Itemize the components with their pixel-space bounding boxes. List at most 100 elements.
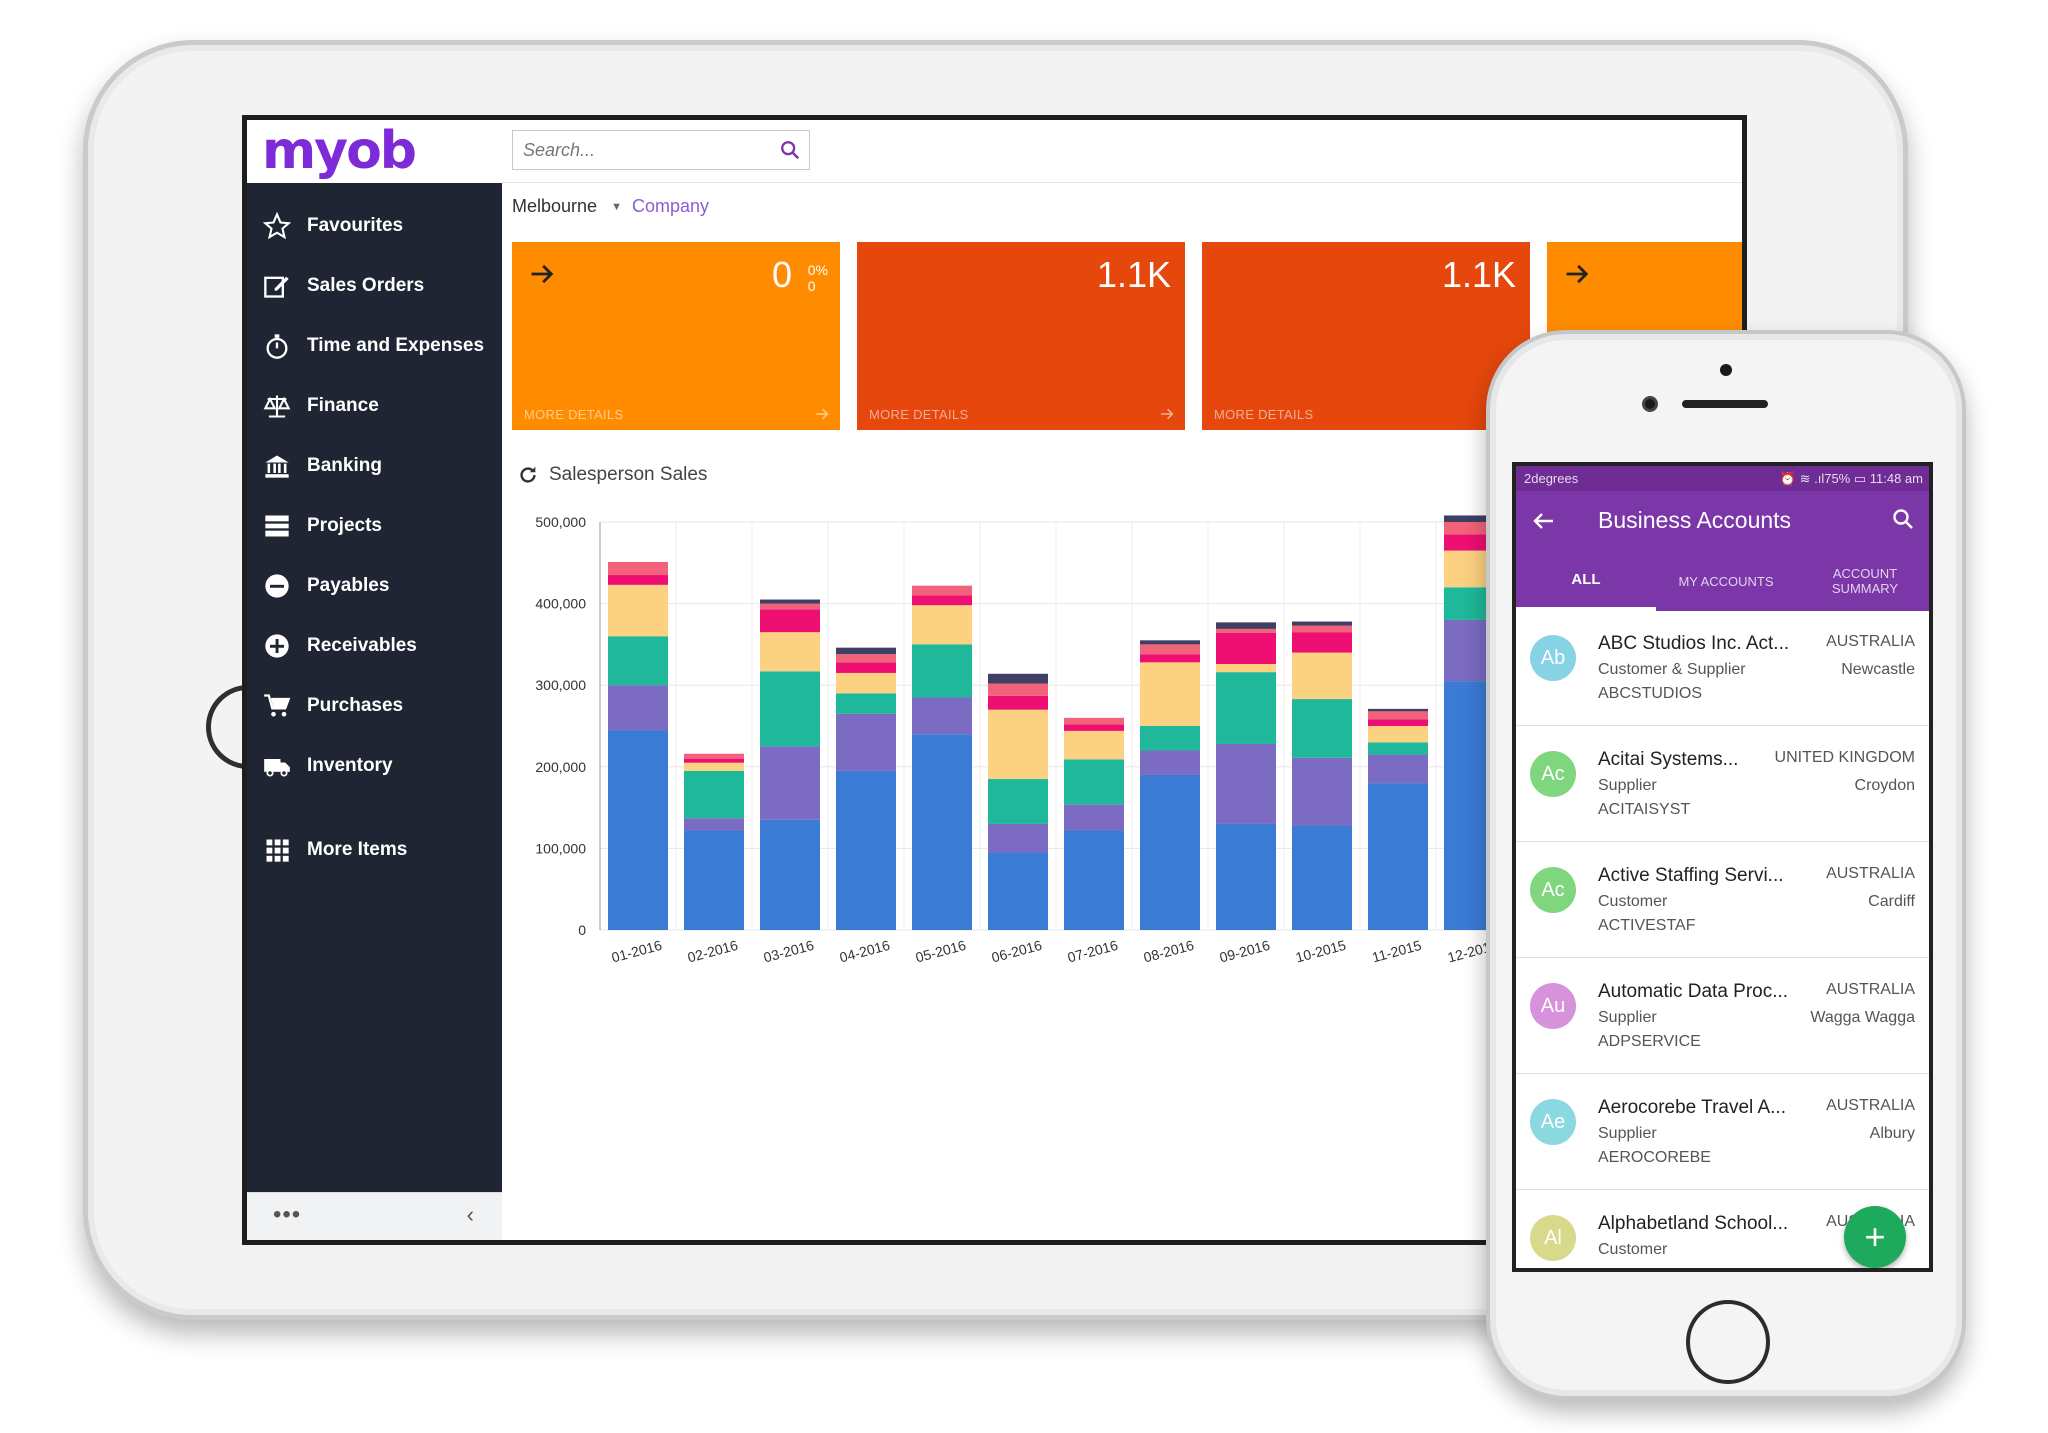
chevron-down-icon[interactable]: ▼ xyxy=(611,201,622,213)
bar-segment[interactable] xyxy=(988,695,1048,710)
bar-segment[interactable] xyxy=(836,693,896,714)
sidebar-item-banking[interactable]: Banking xyxy=(247,438,502,494)
bar-segment[interactable] xyxy=(1216,823,1276,930)
bar-segment[interactable] xyxy=(1064,759,1124,805)
bar-segment[interactable] xyxy=(912,697,972,735)
sidebar-item-receivables[interactable]: Receivables xyxy=(247,618,502,674)
tab-all[interactable]: ALL xyxy=(1516,551,1656,611)
kpi-tile-3[interactable]: 1.1K MORE DETAILS xyxy=(1202,242,1530,430)
bar-segment[interactable] xyxy=(760,603,820,610)
collapse-sidebar-icon[interactable]: ‹ xyxy=(466,1202,474,1227)
bar-segment[interactable] xyxy=(1292,757,1352,826)
arrow-right-icon[interactable] xyxy=(1159,406,1175,422)
kpi-tile-2[interactable]: 1.1K MORE DETAILS xyxy=(857,242,1185,430)
bar-segment[interactable] xyxy=(1292,699,1352,758)
account-row[interactable]: Ab ABC Studios Inc. Act... Customer & Supp… xyxy=(1516,611,1929,726)
account-row[interactable]: Au Automatic Data Proc... Supplier ADPSERVI… xyxy=(1516,959,1929,1074)
bar-segment[interactable] xyxy=(1064,730,1124,760)
bar-segment[interactable] xyxy=(1368,754,1428,784)
back-arrow-icon[interactable] xyxy=(1532,509,1556,533)
bar-segment[interactable] xyxy=(1368,742,1428,755)
sidebar-item-payables[interactable]: Payables xyxy=(247,558,502,614)
company-link[interactable]: Company xyxy=(631,196,709,216)
bar-segment[interactable] xyxy=(1368,783,1428,930)
more-options-icon[interactable]: ••• xyxy=(273,1201,302,1228)
bar-segment[interactable] xyxy=(608,575,668,585)
bar-segment[interactable] xyxy=(988,709,1048,780)
bar-segment[interactable] xyxy=(1292,652,1352,700)
bar-segment[interactable] xyxy=(1216,672,1276,744)
bar-segment[interactable] xyxy=(912,734,972,930)
bar-segment[interactable] xyxy=(1368,726,1428,743)
bar-segment[interactable] xyxy=(760,746,820,820)
bar-segment[interactable] xyxy=(684,762,744,771)
bar-segment[interactable] xyxy=(1216,663,1276,673)
bar-segment[interactable] xyxy=(988,683,1048,696)
bar-segment[interactable] xyxy=(1140,750,1200,775)
bar-segment[interactable] xyxy=(608,636,668,686)
account-row[interactable]: Ac Active Staffing Servi... Customer ACTIVE… xyxy=(1516,843,1929,958)
tab-account-summary[interactable]: ACCOUNT SUMMARY xyxy=(1795,551,1929,611)
bar-segment[interactable] xyxy=(988,823,1048,853)
arrow-right-icon[interactable] xyxy=(1563,260,1591,288)
bar-segment[interactable] xyxy=(836,662,896,673)
add-account-button[interactable]: + xyxy=(1844,1206,1906,1268)
bar-segment[interactable] xyxy=(1292,632,1352,653)
search-input[interactable]: Search... xyxy=(512,130,810,170)
search-icon[interactable] xyxy=(779,139,801,161)
refresh-icon[interactable] xyxy=(517,464,539,486)
sidebar-item-time-and-expenses[interactable]: Time and Expenses xyxy=(247,318,502,374)
bar-segment[interactable] xyxy=(684,770,744,819)
bar-segment[interactable] xyxy=(1216,743,1276,824)
bar-segment[interactable] xyxy=(1292,825,1352,930)
bar-segment[interactable] xyxy=(912,585,972,596)
arrow-right-icon[interactable] xyxy=(814,406,830,422)
bar-segment[interactable] xyxy=(1216,632,1276,664)
account-row[interactable]: Ac Acitai Systems... Supplier ACITAISYST UNI… xyxy=(1516,727,1929,842)
bar-segment[interactable] xyxy=(1064,830,1124,930)
bar-segment[interactable] xyxy=(1064,804,1124,831)
bar-segment[interactable] xyxy=(1444,515,1504,522)
arrow-right-icon[interactable] xyxy=(528,260,556,288)
branch-selector[interactable]: Melbourne xyxy=(512,196,598,216)
bar-segment[interactable] xyxy=(684,753,744,759)
bar-segment[interactable] xyxy=(836,647,896,655)
bar-segment[interactable] xyxy=(1368,711,1428,720)
bar-segment[interactable] xyxy=(1140,640,1200,645)
sidebar-item-favourites[interactable]: Favourites xyxy=(247,198,502,254)
search-icon[interactable] xyxy=(1891,507,1915,531)
bar-segment[interactable] xyxy=(836,672,896,694)
bar-segment[interactable] xyxy=(608,584,668,637)
kpi-tile-1[interactable]: 0 0% 0 MORE DETAILS xyxy=(512,242,840,430)
bar-segment[interactable] xyxy=(1064,724,1124,731)
bar-segment[interactable] xyxy=(1140,726,1200,751)
bar-segment[interactable] xyxy=(1064,717,1124,725)
bar-segment[interactable] xyxy=(1140,644,1200,655)
bar-segment[interactable] xyxy=(836,654,896,663)
sidebar-item-sales-orders[interactable]: Sales Orders xyxy=(247,258,502,314)
bar-segment[interactable] xyxy=(1140,662,1200,726)
bar-segment[interactable] xyxy=(760,599,820,604)
sidebar-item-inventory[interactable]: Inventory xyxy=(247,738,502,794)
sidebar-item-purchases[interactable]: Purchases xyxy=(247,678,502,734)
bar-segment[interactable] xyxy=(760,609,820,633)
bar-segment[interactable] xyxy=(1292,621,1352,626)
tab-my-accounts[interactable]: MY ACCOUNTS xyxy=(1656,551,1796,611)
bar-segment[interactable] xyxy=(988,779,1048,824)
bar-segment[interactable] xyxy=(836,713,896,771)
bar-segment[interactable] xyxy=(608,561,668,576)
bar-segment[interactable] xyxy=(760,671,820,747)
bar-segment[interactable] xyxy=(1368,719,1428,726)
bar-segment[interactable] xyxy=(760,632,820,672)
bar-segment[interactable] xyxy=(608,685,668,731)
account-row[interactable]: Ae Aerocorebe Travel A... Supplier AEROCORE… xyxy=(1516,1075,1929,1190)
bar-segment[interactable] xyxy=(1216,628,1276,633)
sidebar-item-finance[interactable]: Finance xyxy=(247,378,502,434)
more-details-link[interactable]: MORE DETAILS xyxy=(1214,407,1314,422)
bar-segment[interactable] xyxy=(1140,774,1200,930)
bar-segment[interactable] xyxy=(988,673,1048,684)
sidebar-item-projects[interactable]: Projects xyxy=(247,498,502,554)
bar-segment[interactable] xyxy=(836,770,896,930)
more-details-link[interactable]: MORE DETAILS xyxy=(869,407,969,422)
bar-segment[interactable] xyxy=(912,644,972,698)
